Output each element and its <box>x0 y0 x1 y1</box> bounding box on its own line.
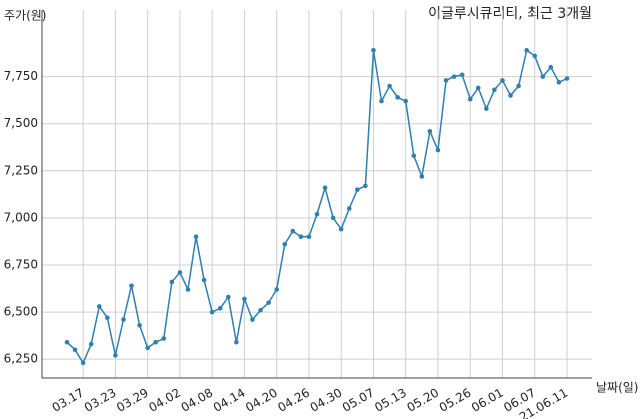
x-tick-label: 05.20 <box>404 386 441 415</box>
x-tick-label: 04.30 <box>308 386 345 415</box>
point <box>379 98 384 104</box>
point <box>508 93 513 98</box>
point <box>355 187 360 192</box>
x-tick-label: 05.26 <box>437 386 474 415</box>
point <box>193 234 199 240</box>
chart-title: 이글루시큐리티, 최근 3개월 <box>428 6 592 22</box>
x-tick-label: 04.14 <box>211 386 248 415</box>
point <box>330 215 336 221</box>
point <box>96 304 102 309</box>
x-tick-label: 03.17 <box>50 386 87 415</box>
point <box>516 83 521 89</box>
x-tick-label: 04.08 <box>179 386 216 415</box>
point <box>242 296 247 302</box>
point <box>250 317 255 322</box>
point <box>403 98 409 104</box>
point <box>161 336 167 341</box>
point <box>475 85 481 91</box>
point <box>306 234 312 240</box>
point <box>540 74 546 79</box>
point <box>225 294 231 300</box>
point <box>137 322 142 328</box>
line <box>66 48 568 365</box>
point <box>363 183 368 189</box>
point <box>72 347 78 353</box>
point <box>201 277 207 283</box>
point <box>435 147 441 153</box>
point <box>169 279 175 285</box>
point <box>88 341 94 347</box>
x-tick-label: 03.29 <box>114 386 151 415</box>
point <box>451 74 457 79</box>
point <box>443 78 449 83</box>
point <box>282 241 288 247</box>
point <box>274 287 279 292</box>
point <box>258 307 263 313</box>
point <box>153 339 159 345</box>
point <box>266 300 271 305</box>
y-tick-label: 7,500 <box>4 116 38 130</box>
point <box>467 96 473 102</box>
point <box>484 106 489 111</box>
point <box>459 72 465 78</box>
y-tick-label: 6,500 <box>4 305 38 319</box>
point <box>492 87 497 93</box>
point <box>427 128 433 134</box>
point <box>234 339 239 345</box>
y-tick-label: 7,250 <box>4 163 38 177</box>
point <box>411 153 417 159</box>
point <box>556 79 562 85</box>
point <box>113 353 118 358</box>
point <box>129 283 134 289</box>
point <box>532 53 538 59</box>
x-tick-label: 05.07 <box>340 386 377 415</box>
point <box>145 345 150 351</box>
x-tick-label: 03.23 <box>82 386 119 415</box>
point <box>105 315 110 321</box>
point <box>524 47 529 53</box>
x-axis-label: 날짜(일) <box>596 381 638 395</box>
point <box>64 339 70 345</box>
x-tick-label: 04.20 <box>243 386 280 415</box>
point <box>185 287 191 292</box>
x-tick-label: 05.13 <box>372 386 409 415</box>
point <box>80 360 86 366</box>
point <box>500 78 505 83</box>
point <box>314 211 320 217</box>
x-tick-label: 04.26 <box>275 386 312 415</box>
x-tick-label: 06.01 <box>469 386 506 415</box>
point <box>290 228 296 234</box>
point <box>298 234 304 240</box>
y-tick-label: 7,750 <box>4 69 38 83</box>
point <box>322 185 328 191</box>
point <box>395 95 400 100</box>
y-tick-label: 6,750 <box>4 257 38 271</box>
y-tick-label: 7,000 <box>4 210 38 224</box>
point <box>419 174 425 179</box>
point <box>209 309 215 315</box>
point <box>346 206 352 211</box>
point <box>338 226 344 232</box>
point <box>177 270 183 275</box>
point <box>548 64 554 70</box>
point <box>387 83 392 89</box>
point <box>371 47 376 53</box>
point <box>564 76 570 81</box>
y-tick-label: 6,250 <box>4 352 38 366</box>
x-tick-label: 04.02 <box>146 386 183 415</box>
y-axis-label: 주가(원) <box>4 9 46 23</box>
point <box>121 317 126 322</box>
point <box>217 306 223 311</box>
